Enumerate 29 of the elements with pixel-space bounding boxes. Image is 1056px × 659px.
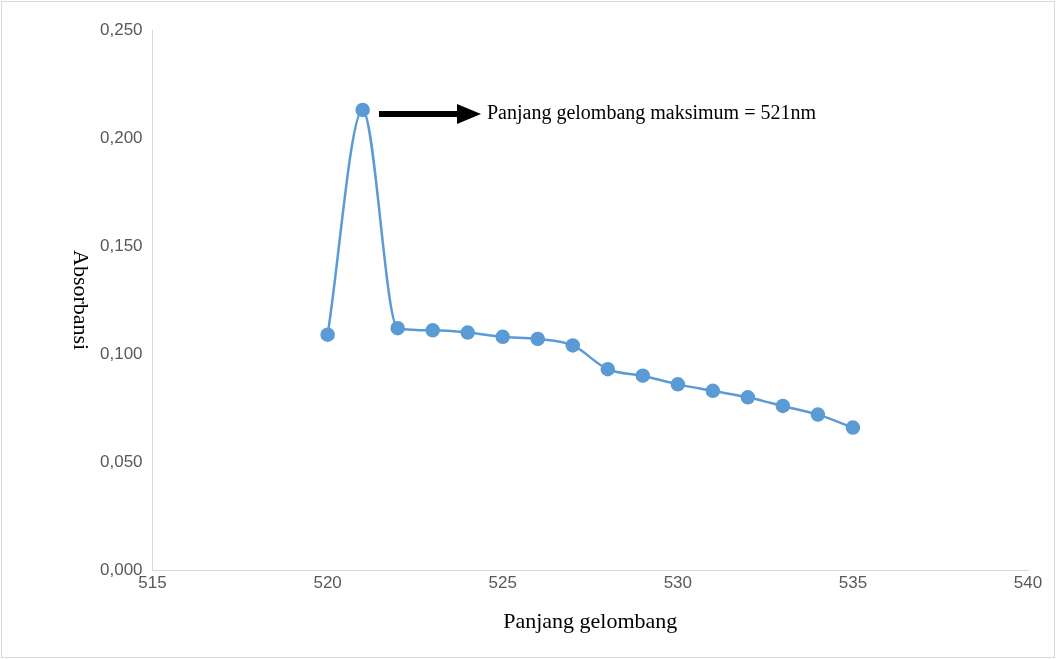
point [530,331,545,347]
point [635,368,651,383]
point [810,407,826,422]
point [845,420,861,435]
x-tick-label: 525 [488,573,517,593]
annotation: Panjang gelombang maksimum = 521nm [486,100,817,124]
point [495,329,510,345]
point [355,102,370,118]
point [600,362,616,377]
point [775,398,791,414]
point [705,383,721,399]
y-tick-label: 0,250 [99,19,143,39]
point [565,338,581,353]
y-tick-label: 0,200 [99,127,143,147]
x-tick-label: 530 [663,573,692,593]
y-axis-title: Absorbansi [69,249,95,351]
point [670,377,686,392]
point [740,390,756,405]
y-tick-label: 0,150 [99,235,143,255]
x-tick-label: 520 [313,573,342,593]
point [390,320,405,336]
y-tick-label: 0,050 [99,451,143,471]
x-tick-label: 540 [1013,573,1043,593]
point [425,323,440,338]
y-tick-label: 0,100 [99,343,143,363]
point [460,325,475,340]
point [320,327,335,342]
x-tick-label: 535 [838,573,868,593]
x-axis-title: Panjang gelombang [503,607,678,633]
